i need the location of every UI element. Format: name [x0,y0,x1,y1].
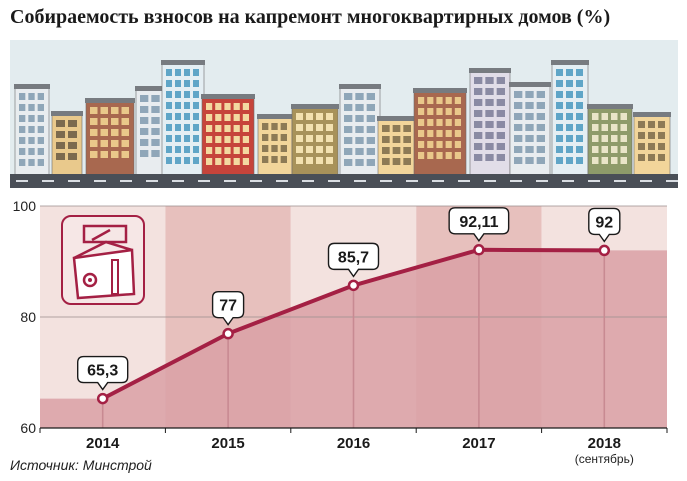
road [10,174,678,188]
building-16 [633,112,671,179]
building-12 [469,68,511,179]
building-8 [291,104,339,179]
data-point-2018 [598,244,611,257]
y-tick-80: 80 [20,309,36,325]
x-tick-2018: 2018 [588,435,621,452]
data-label-2017: 92,11 [448,207,510,242]
y-axis: 60 80 100 [13,198,667,436]
building-15 [587,104,633,179]
x-sublabel-2018: (сентябрь) [575,452,634,466]
x-tick-2014: 2014 [86,435,120,452]
chart-title: Собираемость взносов на капремонт многок… [10,6,611,28]
data-label-2014: 65,3 [77,355,129,391]
x-tick-2015: 2015 [211,435,244,452]
svg-text:77: 77 [219,298,237,315]
building-2 [51,111,83,179]
y-tick-100: 100 [13,198,37,214]
building-3 [85,98,135,179]
building-6 [201,94,255,179]
building-9 [339,84,381,179]
data-point-2015 [222,327,234,340]
svg-text:65,3: 65,3 [87,363,118,380]
y-tick-60: 60 [20,420,36,436]
building-14 [551,60,589,179]
building-5 [161,60,205,179]
x-tick-2016: 2016 [337,435,370,452]
data-points [96,244,611,405]
data-label-2016: 85,7 [327,242,380,278]
drop-lines [101,249,606,428]
toolbox-icon [61,215,145,305]
building-11 [413,88,467,179]
x-tick-2017: 2017 [462,435,495,452]
source-note: Источник: Минстрой [10,457,152,473]
data-point-2014 [96,392,109,405]
building-1 [14,84,50,179]
data-point-2017 [473,244,485,256]
building-10 [377,116,417,179]
x-axis: 2014 2015 2016 2017 2018(сентябрь) [39,428,668,466]
city-skyline-illustration [10,40,678,188]
svg-text:92: 92 [595,214,613,231]
svg-text:92,11: 92,11 [459,214,498,231]
data-label-2018: 92 [588,207,621,243]
data-point-2016 [347,279,360,292]
data-labels: 65,3 77 85,7 92,11 92 [77,207,621,391]
data-label-2015: 77 [211,290,245,326]
building-7 [257,114,293,179]
svg-text:85,7: 85,7 [338,249,369,266]
building-13 [509,82,551,179]
